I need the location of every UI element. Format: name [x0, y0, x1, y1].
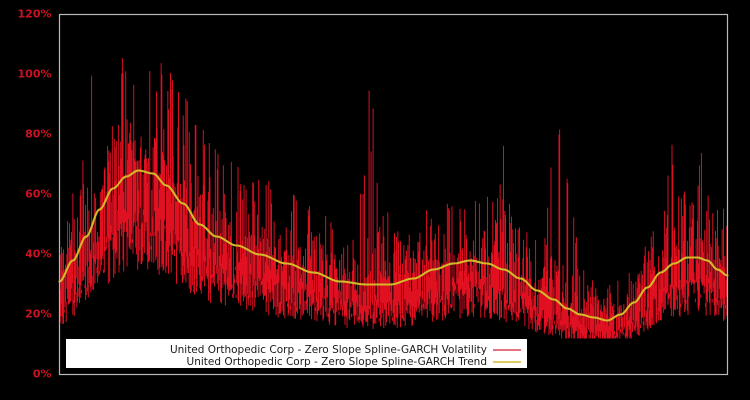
y-axis-tick-label: 100% — [18, 68, 52, 81]
y-axis-tick-label: 80% — [25, 128, 51, 141]
legend-item-label-volatility: United Orthopedic Corp - Zero Slope Spli… — [170, 344, 487, 356]
plot-frame — [58, 13, 729, 376]
y-axis-tick-label: 0% — [33, 368, 52, 381]
y-axis-tick-label: 20% — [25, 308, 51, 321]
y-axis-tick-labels: 0% 20% 40% 60% 80% 100% 120% — [18, 8, 52, 381]
series-volatility — [59, 58, 728, 339]
y-axis-tick-label: 60% — [25, 188, 51, 201]
legend-background — [66, 339, 527, 368]
y-axis-tick-label: 120% — [18, 8, 52, 21]
series-trend — [58, 169, 729, 322]
chart-legend[interactable]: United Orthopedic Corp - Zero Slope Spli… — [66, 339, 527, 368]
legend-item-label-trend: United Orthopedic Corp - Zero Slope Spli… — [187, 356, 487, 368]
y-axis-tick-label: 40% — [25, 248, 51, 261]
